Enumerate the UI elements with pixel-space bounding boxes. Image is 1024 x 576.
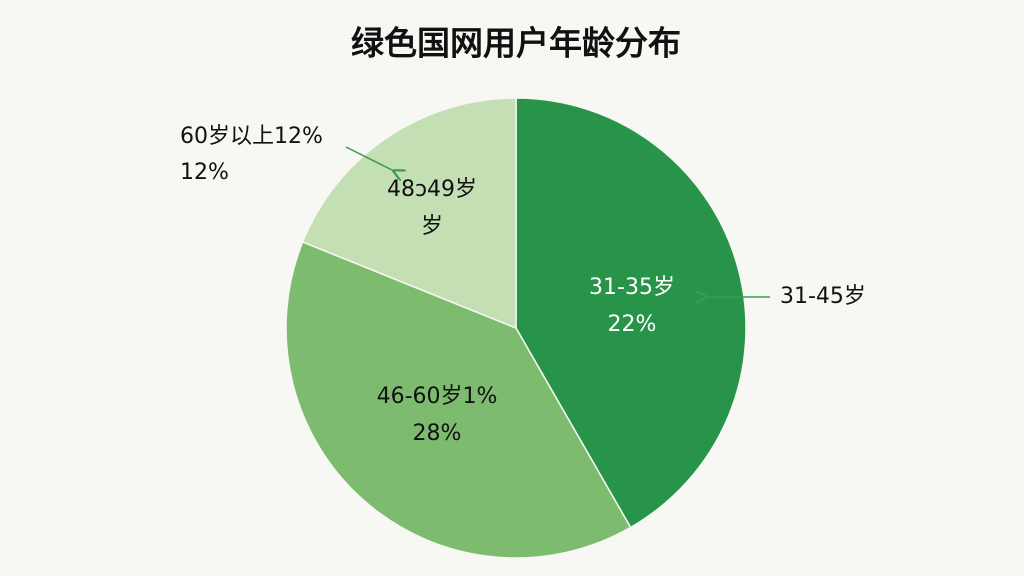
callout-arrow [345, 146, 394, 171]
slice-label: 46-60岁1% [377, 384, 498, 409]
chart-title: 绿色国网用户年龄分布 [351, 24, 681, 63]
callout-label: 60岁以上12% [180, 124, 323, 149]
pie-slice [301, 97, 517, 330]
pie-slice [285, 241, 632, 559]
slice-label: 28% [413, 421, 462, 446]
slice-label: 48ↄ49岁 [387, 177, 477, 202]
slice-label: 31-35岁 [589, 275, 675, 300]
slice-label: 22% [608, 312, 657, 337]
callout-label: 12% [180, 160, 229, 185]
slice-label: 岁 [421, 214, 443, 239]
pie-slice [515, 97, 747, 529]
callout-label: 31-45岁 [780, 284, 866, 309]
